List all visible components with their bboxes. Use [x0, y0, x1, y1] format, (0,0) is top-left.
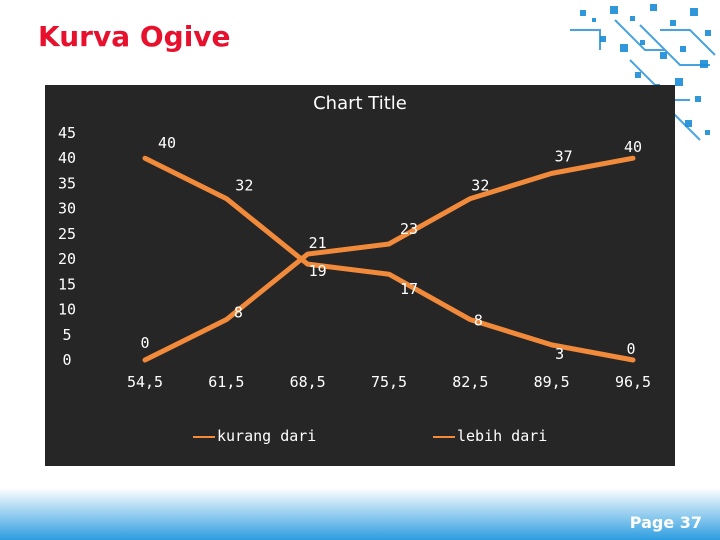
data-label: 40	[158, 134, 176, 152]
slide-title: Kurva Ogive	[38, 20, 231, 53]
x-tick-label: 54,5	[127, 373, 163, 391]
y-tick-label: 25	[58, 225, 76, 243]
legend-label: kurang dari	[217, 427, 317, 445]
data-label: 8	[474, 312, 483, 330]
data-label: 23	[400, 220, 418, 238]
data-label: 37	[555, 147, 573, 165]
y-tick-label: 10	[58, 301, 76, 319]
data-label: 17	[400, 280, 418, 298]
legend-item-lebih-dari: lebih dari	[433, 427, 547, 445]
x-tick-label: 75,5	[371, 373, 407, 391]
y-tick-label: 15	[58, 275, 76, 293]
x-tick-label: 68,5	[290, 373, 326, 391]
x-tick-label: 61,5	[208, 373, 244, 391]
y-tick-label: 45	[58, 124, 76, 142]
y-tick-label: 40	[58, 149, 76, 167]
footer-bar	[0, 488, 720, 540]
x-tick-label: 82,5	[452, 373, 488, 391]
data-label: 19	[309, 262, 327, 280]
y-tick-label: 0	[62, 351, 71, 369]
data-label: 8	[234, 304, 243, 322]
data-label: 0	[626, 340, 635, 358]
chart-area: Chart Title 0 5 10 15 20 25 30 35 40 45 54,5 61,5 68…	[45, 85, 675, 466]
data-label: 32	[235, 177, 253, 195]
chart-title: Chart Title	[313, 93, 407, 114]
y-tick-label: 5	[62, 326, 71, 344]
legend-label: lebih dari	[457, 427, 548, 445]
series-line	[142, 155, 636, 363]
data-label: 0	[140, 334, 149, 352]
series-line	[142, 155, 636, 363]
data-label: 40	[624, 138, 642, 156]
legend-item-kurang-dari: kurang dari	[193, 427, 316, 445]
data-label: 21	[309, 234, 327, 252]
legend-swatch	[193, 435, 215, 438]
data-label: 3	[555, 345, 564, 363]
legend-swatch	[433, 435, 455, 438]
page-number: Page 37	[629, 513, 702, 532]
y-tick-label: 35	[58, 174, 76, 192]
y-tick-label: 30	[58, 200, 76, 218]
x-tick-label: 96,5	[615, 373, 651, 391]
data-label: 32	[471, 177, 489, 195]
x-tick-label: 89,5	[534, 373, 570, 391]
y-tick-label: 20	[58, 250, 76, 268]
